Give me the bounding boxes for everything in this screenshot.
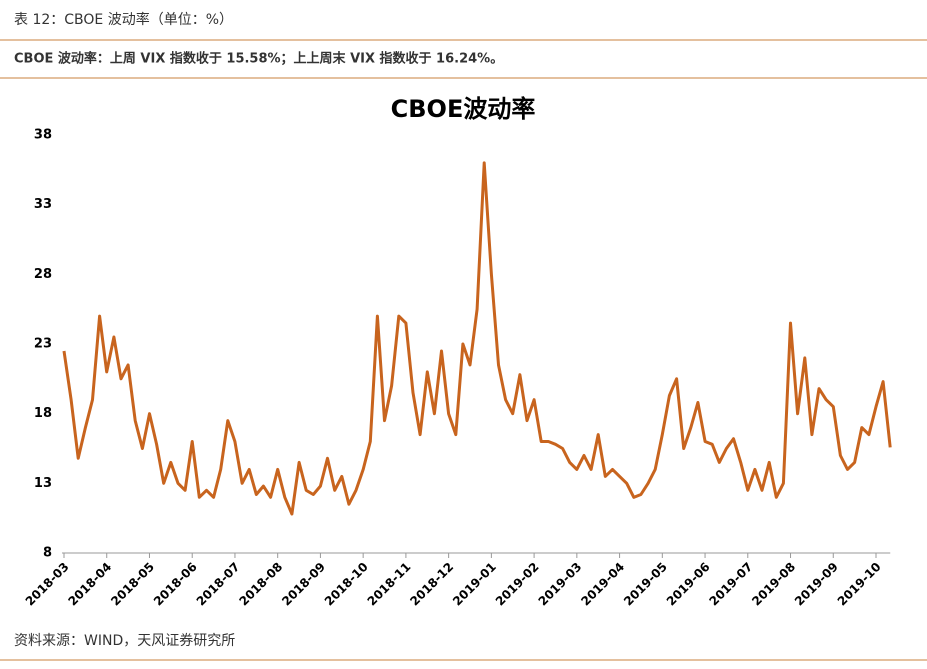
y-tick-label: 38 <box>34 128 52 143</box>
x-tick-label: 2018-03 <box>23 560 72 609</box>
y-tick-label: 13 <box>34 476 52 491</box>
x-tick-label: 2019-02 <box>493 560 542 609</box>
source: 资料来源：WIND，天风证券研究所 <box>14 633 235 649</box>
y-tick-label: 18 <box>34 406 52 421</box>
x-tick-label: 2018-12 <box>407 560 456 609</box>
x-tick-label: 2018-11 <box>365 560 414 609</box>
x-tick-label: 2019-08 <box>749 560 798 609</box>
x-tick-label: 2019-04 <box>578 560 627 609</box>
x-tick-label: 2018-06 <box>151 560 200 609</box>
y-tick-label: 28 <box>34 267 52 282</box>
header: 表 12：CBOE 波动率（单位：%） <box>14 11 233 28</box>
x-tick-label: 2018-05 <box>108 560 157 609</box>
x-tick-label: 2019-05 <box>621 560 670 609</box>
x-tick-label: 2019-03 <box>536 560 585 609</box>
x-tick-label: 2019-07 <box>707 560 756 609</box>
chart-title: CBOE波动率 <box>391 95 536 123</box>
y-tick-label: 8 <box>43 546 52 561</box>
subtitle: CBOE 波动率：上周 VIX 指数收于 15.58%；上上周末 VIX 指数收… <box>14 51 503 67</box>
y-tick-label: 23 <box>34 337 52 352</box>
x-tick-label: 2018-10 <box>322 560 371 609</box>
x-tick-label: 2018-09 <box>279 560 328 609</box>
x-tick-label: 2018-08 <box>236 560 285 609</box>
x-tick-label: 2018-07 <box>194 560 243 609</box>
y-tick-label: 33 <box>34 197 52 212</box>
x-tick-label: 2019-06 <box>664 560 713 609</box>
x-tick-label: 2019-10 <box>835 560 884 609</box>
x-tick-label: 2019-09 <box>792 560 841 609</box>
line <box>62 161 892 516</box>
x-tick-label: 2018-04 <box>65 560 114 609</box>
x-tick-label: 2019-01 <box>450 560 499 609</box>
